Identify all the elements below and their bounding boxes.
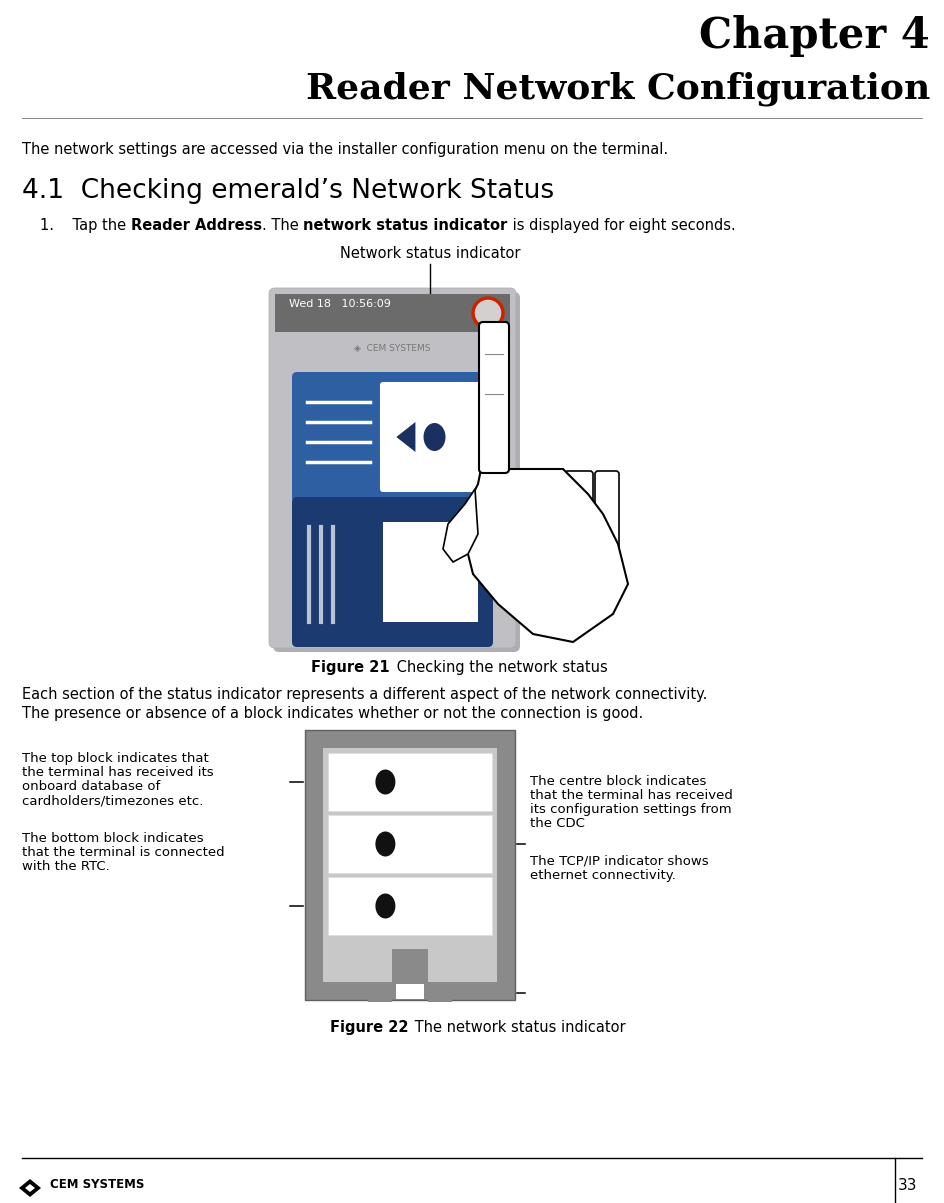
Text: that the terminal has received: that the terminal has received xyxy=(530,789,733,802)
Text: The network settings are accessed via the installer configuration menu on the te: The network settings are accessed via th… xyxy=(22,142,668,158)
FancyBboxPatch shape xyxy=(535,472,563,552)
Polygon shape xyxy=(443,488,478,562)
Bar xyxy=(275,294,510,332)
FancyBboxPatch shape xyxy=(565,472,593,571)
Circle shape xyxy=(473,298,503,328)
Bar xyxy=(328,877,492,935)
Text: ethernet connectivity.: ethernet connectivity. xyxy=(530,869,676,882)
FancyBboxPatch shape xyxy=(292,497,493,647)
Text: . The: . The xyxy=(261,218,303,233)
Text: Reader Address: Reader Address xyxy=(131,218,261,233)
Text: cardholders/timezones etc.: cardholders/timezones etc. xyxy=(22,794,203,807)
Ellipse shape xyxy=(376,831,396,857)
Text: Figure 21: Figure 21 xyxy=(312,660,390,675)
Text: Figure 22: Figure 22 xyxy=(329,1020,408,1035)
Ellipse shape xyxy=(424,423,446,451)
Text: Checking the network status: Checking the network status xyxy=(392,660,608,675)
Text: that the terminal is connected: that the terminal is connected xyxy=(22,846,225,859)
Text: 33: 33 xyxy=(899,1178,918,1193)
Text: network status indicator: network status indicator xyxy=(303,218,508,233)
Bar xyxy=(328,814,492,873)
Ellipse shape xyxy=(376,894,396,919)
Text: The TCP/IP indicator shows: The TCP/IP indicator shows xyxy=(530,855,709,869)
Polygon shape xyxy=(19,1179,41,1197)
FancyBboxPatch shape xyxy=(292,372,493,502)
Text: with the RTC.: with the RTC. xyxy=(22,860,110,873)
Text: onboard database of: onboard database of xyxy=(22,780,160,793)
Bar xyxy=(328,753,492,811)
Text: its configuration settings from: its configuration settings from xyxy=(530,802,732,816)
Text: The presence or absence of a block indicates whether or not the connection is go: The presence or absence of a block indic… xyxy=(22,706,643,721)
Ellipse shape xyxy=(376,770,396,794)
Text: the terminal has received its: the terminal has received its xyxy=(22,766,213,780)
Polygon shape xyxy=(396,422,415,452)
FancyBboxPatch shape xyxy=(273,292,520,652)
FancyBboxPatch shape xyxy=(479,322,509,473)
Bar xyxy=(428,984,452,1002)
Text: ◈  CEM SYSTEMS: ◈ CEM SYSTEMS xyxy=(354,344,430,352)
Text: Reader Network Configuration: Reader Network Configuration xyxy=(306,72,930,107)
Text: Chapter 4: Chapter 4 xyxy=(700,14,930,57)
FancyBboxPatch shape xyxy=(379,383,481,492)
Text: 4.1  Checking emerald’s Network Status: 4.1 Checking emerald’s Network Status xyxy=(22,178,554,205)
Text: Wed 18   10:56:09: Wed 18 10:56:09 xyxy=(289,300,391,309)
Bar xyxy=(396,984,424,998)
FancyBboxPatch shape xyxy=(305,730,515,1000)
Polygon shape xyxy=(463,460,628,642)
Text: Network status indicator: Network status indicator xyxy=(340,245,520,261)
Text: the CDC: the CDC xyxy=(530,817,585,830)
Bar xyxy=(368,984,392,1002)
Text: The top block indicates that: The top block indicates that xyxy=(22,752,209,765)
Bar xyxy=(383,522,479,622)
FancyBboxPatch shape xyxy=(323,748,497,982)
FancyBboxPatch shape xyxy=(595,472,619,587)
Polygon shape xyxy=(25,1184,35,1192)
Text: 1.    Tap the: 1. Tap the xyxy=(40,218,131,233)
Text: The network status indicator: The network status indicator xyxy=(410,1020,626,1035)
FancyBboxPatch shape xyxy=(269,288,516,648)
Text: The bottom block indicates: The bottom block indicates xyxy=(22,832,204,845)
Text: The centre block indicates: The centre block indicates xyxy=(530,775,706,788)
Text: CEM SYSTEMS: CEM SYSTEMS xyxy=(50,1178,144,1191)
Text: Each section of the status indicator represents a different aspect of the networ: Each section of the status indicator rep… xyxy=(22,687,707,703)
Bar xyxy=(392,949,428,984)
Text: is displayed for eight seconds.: is displayed for eight seconds. xyxy=(508,218,735,233)
